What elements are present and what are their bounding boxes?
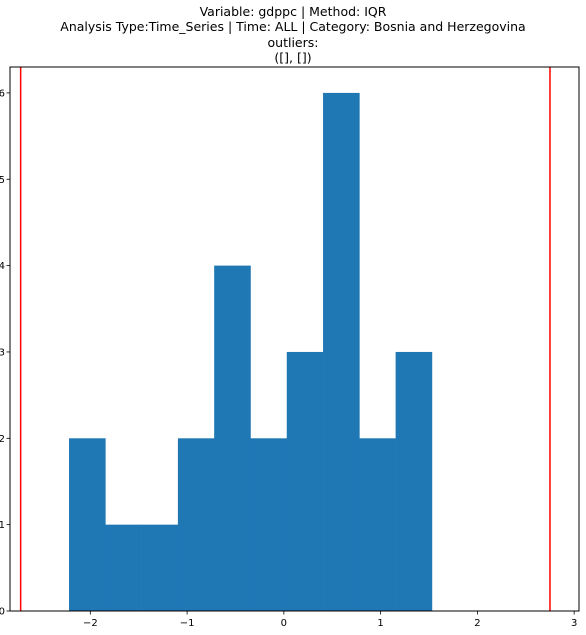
- y-tick-label: 6: [0, 88, 5, 99]
- histogram-bar-4: [214, 265, 251, 611]
- histogram-bar-5: [250, 438, 288, 611]
- title-line-analysis: Analysis Type:Time_Series | Time: ALL | …: [60, 19, 526, 35]
- title-line-variable: Variable: gdppc | Method: IQR: [199, 4, 387, 19]
- bars-layer: [69, 92, 433, 611]
- y-tick-label: 3: [0, 347, 5, 358]
- histogram-bar-6: [286, 351, 324, 611]
- y-axis-ticks: 0 1 2 3 4 5 6: [0, 88, 10, 618]
- y-tick-label: 4: [0, 261, 5, 272]
- x-tick-label: 2: [474, 618, 480, 629]
- x-tick-label: 0: [281, 618, 287, 629]
- x-tick-label: −2: [83, 618, 98, 629]
- histogram-bar-8: [359, 438, 396, 611]
- y-tick-label: 0: [0, 607, 5, 618]
- chart-title: Variable: gdppc | Method: IQR Analysis T…: [0, 4, 586, 66]
- histogram-bar-2: [141, 524, 179, 611]
- y-tick-label: 5: [0, 175, 5, 186]
- histogram-bar-1: [105, 524, 142, 611]
- histogram-bar-3: [177, 438, 215, 611]
- x-tick-label: 3: [571, 618, 577, 629]
- title-line-outliers-value: ([], []): [274, 50, 312, 66]
- title-line-outliers-label: outliers:: [267, 34, 319, 50]
- x-tick-label: 1: [377, 618, 383, 629]
- y-tick-label: 1: [0, 520, 5, 531]
- histogram-bar-9: [395, 351, 433, 611]
- x-axis-ticks: −2 −1 0 1 2 3: [83, 611, 577, 629]
- histogram-bar-0: [69, 438, 106, 611]
- plot-frame: [9, 66, 580, 612]
- y-tick-label: 2: [0, 434, 5, 445]
- x-tick-label: −1: [180, 618, 195, 629]
- threshold-lines: [19, 67, 551, 611]
- histogram-bar-7: [323, 92, 360, 611]
